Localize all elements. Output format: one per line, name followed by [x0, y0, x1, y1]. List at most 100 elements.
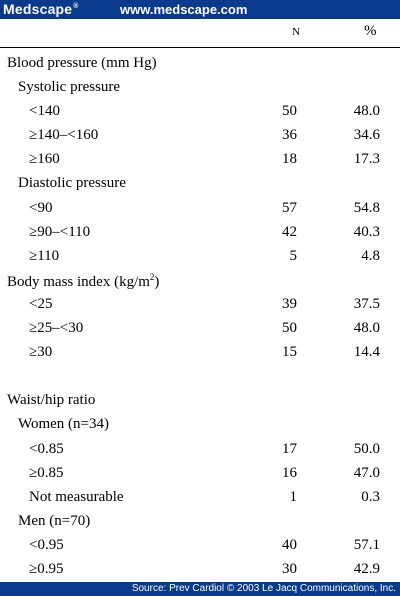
- row-label: ≥0.95: [29, 561, 63, 578]
- table-row: ≥160 18 17.3: [0, 151, 400, 175]
- table-body: Blood pressure (mm Hg) Systolic pressure <…: [0, 55, 400, 585]
- table-row: Waist/hip ratio: [0, 392, 400, 416]
- table-row: Men (n=70): [0, 513, 400, 537]
- cell-n: 5: [289, 247, 298, 264]
- site-url-link[interactable]: www.medscape.com: [120, 2, 248, 17]
- row-label-text: <90: [29, 199, 53, 216]
- table-header: N %: [0, 19, 400, 45]
- row-label-text: ≥110: [29, 247, 60, 264]
- cell-percent: 54.8: [353, 199, 380, 216]
- row-label: <140: [29, 103, 60, 120]
- cell-percent: 34.6: [353, 127, 380, 144]
- table-row: ≥110 5 4.8: [0, 248, 400, 272]
- row-label: ≥0.85: [29, 465, 63, 482]
- row-label-text: ≥0.85: [29, 464, 64, 481]
- cell-percent: 50.0: [353, 440, 380, 457]
- row-label-text: <0.85: [29, 440, 64, 457]
- cell-percent: 0.3: [361, 488, 380, 505]
- column-header-n: N: [292, 26, 301, 38]
- row-label: ≥110: [29, 248, 59, 265]
- cell-n: 36: [282, 127, 297, 144]
- cell-n: 57: [282, 199, 297, 216]
- cell-n: 1: [289, 488, 298, 505]
- table-row: Women (n=34): [0, 416, 400, 440]
- top-banner: Medscape® www.medscape.com: [0, 0, 400, 19]
- row-label-superscript: 2: [149, 271, 155, 282]
- row-label-text: <140: [29, 103, 60, 120]
- row-label-text: ≥90–<110: [29, 223, 91, 240]
- cell-n: 30: [282, 560, 297, 577]
- cell-percent: 47.0: [353, 464, 380, 481]
- row-label-text: Body mass index (kg/m: [7, 273, 150, 290]
- cell-percent: 48.0: [353, 320, 380, 337]
- table-row: Not measurable 1 0.3: [0, 489, 400, 513]
- cell-n: 16: [282, 464, 297, 481]
- table-row: ≥0.85 16 47.0: [0, 465, 400, 489]
- data-table: N %: [0, 19, 400, 45]
- cell-percent: 48.0: [353, 103, 380, 120]
- row-label-text: ≥0.95: [29, 560, 64, 577]
- cell-percent: 14.4: [353, 344, 380, 361]
- row-label: Systolic pressure: [18, 79, 120, 96]
- table-row: Body mass index (kg/m2): [0, 272, 400, 296]
- table-spacer: [0, 368, 400, 392]
- row-label-text: ≥30: [29, 344, 53, 361]
- table-row: <90 57 54.8: [0, 200, 400, 224]
- cell-percent: 4.8: [361, 247, 380, 264]
- table-row: ≥90–<110 42 40.3: [0, 224, 400, 248]
- row-label: <0.85: [29, 441, 64, 458]
- row-label: <0.95: [29, 537, 64, 554]
- row-label-text: ≥25–<30: [29, 320, 84, 337]
- row-label: ≥90–<110: [29, 224, 90, 241]
- source-credit: Source: Prev Cardiol © 2003 Le Jacq Comm…: [131, 583, 396, 594]
- row-label-text: Diastolic pressure: [18, 175, 126, 192]
- table-row: Blood pressure (mm Hg): [0, 55, 400, 79]
- row-label: ≥30: [29, 344, 52, 361]
- table-row: ≥0.95 30 42.9: [0, 561, 400, 585]
- row-label-text: Not measurable: [29, 488, 124, 505]
- row-label-text: ≥160: [29, 151, 60, 168]
- cell-n: 50: [282, 103, 297, 120]
- row-label: Not measurable: [29, 489, 124, 506]
- brand-text: Medscape: [3, 1, 73, 17]
- row-label: <90: [29, 200, 52, 217]
- header-divider: [0, 47, 400, 48]
- row-label: ≥140–<160: [29, 127, 98, 144]
- row-label: ≥25–<30: [29, 320, 83, 337]
- row-label: Waist/hip ratio: [7, 392, 95, 409]
- table-row: <25 39 37.5: [0, 296, 400, 320]
- row-label-text: Women (n=34): [18, 416, 109, 433]
- row-label-text: Men (n=70): [18, 512, 91, 529]
- cell-percent: 17.3: [353, 151, 380, 168]
- cell-n: 39: [282, 295, 297, 312]
- cell-n: 40: [282, 536, 297, 553]
- cell-n: 15: [282, 344, 297, 361]
- row-label-text: Blood pressure (mm Hg): [7, 55, 157, 71]
- row-label-text: Waist/hip ratio: [7, 392, 96, 409]
- row-label-text: <25: [29, 295, 53, 312]
- row-label: Women (n=34): [18, 416, 109, 433]
- column-header-percent: %: [364, 23, 377, 39]
- row-label: ≥160: [29, 151, 60, 168]
- cell-percent: 37.5: [353, 295, 380, 312]
- table-row: <0.95 40 57.1: [0, 537, 400, 561]
- row-label-text: ≥140–<160: [29, 127, 99, 144]
- cell-n: 42: [282, 223, 297, 240]
- table-row: Diastolic pressure: [0, 175, 400, 199]
- table-row: <0.85 17 50.0: [0, 441, 400, 465]
- footer-banner: Source: Prev Cardiol © 2003 Le Jacq Comm…: [0, 582, 400, 596]
- cell-n: 50: [282, 320, 297, 337]
- medscape-logo[interactable]: Medscape®: [3, 1, 79, 17]
- table-row: <140 50 48.0: [0, 103, 400, 127]
- cell-n: 18: [282, 151, 297, 168]
- table-row: ≥30 15 14.4: [0, 344, 400, 368]
- row-label: Body mass index (kg/m2): [7, 272, 159, 291]
- cell-percent: 42.9: [353, 560, 380, 577]
- row-label: Men (n=70): [18, 513, 90, 530]
- row-label: <25: [29, 296, 52, 313]
- row-label-tail: ): [154, 273, 160, 290]
- row-label: Blood pressure (mm Hg): [7, 55, 157, 72]
- table-row: ≥25–<30 50 48.0: [0, 320, 400, 344]
- row-label-text: <0.95: [29, 536, 64, 553]
- row-label-text: Systolic pressure: [18, 79, 121, 96]
